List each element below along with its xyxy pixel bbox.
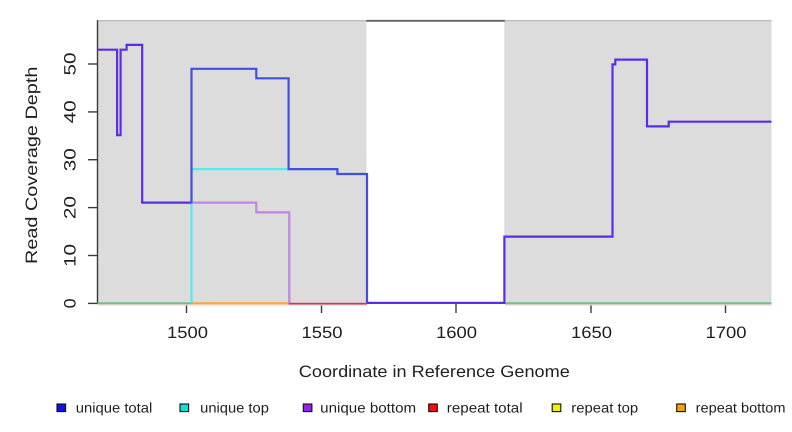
svg-text:30: 30: [62, 148, 80, 171]
svg-text:10: 10: [62, 244, 80, 267]
svg-text:unique top: unique top: [200, 399, 269, 415]
svg-text:Read Coverage Depth: Read Coverage Depth: [23, 67, 41, 264]
svg-text:1600: 1600: [436, 324, 477, 342]
svg-text:repeat total: repeat total: [447, 399, 523, 415]
svg-text:Coordinate in Reference Genome: Coordinate in Reference Genome: [299, 363, 570, 381]
svg-text:40: 40: [62, 100, 80, 123]
svg-text:1550: 1550: [302, 324, 343, 342]
svg-text:50: 50: [62, 53, 80, 76]
svg-text:unique bottom: unique bottom: [320, 399, 416, 415]
svg-text:1500: 1500: [167, 324, 208, 342]
svg-text:unique total: unique total: [76, 399, 153, 415]
svg-text:1700: 1700: [706, 324, 747, 342]
svg-text:repeat bottom: repeat bottom: [696, 399, 786, 415]
svg-text:1650: 1650: [571, 324, 612, 342]
svg-text:20: 20: [62, 196, 80, 219]
svg-text:0: 0: [62, 298, 80, 308]
svg-text:repeat top: repeat top: [571, 399, 638, 415]
